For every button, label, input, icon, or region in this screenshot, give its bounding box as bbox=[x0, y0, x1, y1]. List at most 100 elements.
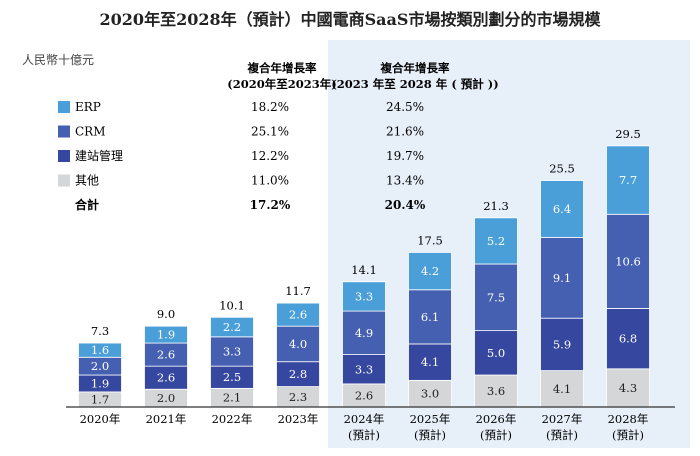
bar-segment bbox=[606, 308, 650, 370]
data-label: 2.6 bbox=[289, 308, 307, 322]
x-tick-label: 2023年 bbox=[278, 412, 319, 426]
total-label: 29.5 bbox=[615, 127, 641, 141]
data-label: 2.6 bbox=[157, 371, 175, 385]
bar-segment bbox=[540, 236, 584, 319]
data-label: 2.6 bbox=[157, 348, 175, 362]
bar-segment bbox=[606, 145, 650, 215]
x-tick-sublabel: (預計) bbox=[480, 428, 512, 442]
data-label: 1.9 bbox=[157, 328, 175, 342]
cagr-header-period: (2023 年至 2028 年 ( 預計 )) bbox=[331, 77, 498, 91]
cagr-value-2020-2023: 11.0% bbox=[251, 174, 289, 188]
x-tick-label: 2024年 bbox=[344, 412, 385, 426]
data-label: 6.8 bbox=[619, 332, 637, 346]
data-label: 3.3 bbox=[355, 362, 373, 376]
legend-swatch bbox=[58, 101, 70, 113]
cagr-value-2023-2028: 24.5% bbox=[386, 100, 424, 114]
data-label: 2.3 bbox=[289, 390, 307, 404]
bar-segment bbox=[276, 361, 320, 387]
bar-segment bbox=[540, 180, 584, 238]
bar-segment bbox=[474, 263, 518, 332]
legend-swatch bbox=[58, 174, 70, 187]
data-label: 4.2 bbox=[421, 264, 439, 278]
data-label: 3.0 bbox=[421, 387, 439, 401]
legend-label: 其他 bbox=[75, 174, 99, 188]
data-label: 9.1 bbox=[553, 271, 571, 285]
legend-label: 合計 bbox=[75, 197, 99, 212]
data-label: 7.7 bbox=[619, 173, 637, 187]
data-label: 6.1 bbox=[421, 310, 439, 324]
data-label: 2.0 bbox=[157, 391, 175, 405]
cagr-value-2023-2028: 19.7% bbox=[386, 149, 424, 163]
cagr-value-2020-2023: 25.1% bbox=[251, 125, 289, 139]
data-label: 5.0 bbox=[487, 346, 505, 360]
data-label: 2.6 bbox=[355, 388, 373, 402]
x-tick-sublabel: (預計) bbox=[612, 428, 644, 442]
x-tick-label: 2025年 bbox=[410, 412, 451, 426]
data-label: 3.3 bbox=[223, 344, 241, 358]
cagr-value-2020-2023: 17.2% bbox=[250, 198, 291, 212]
legend-label: CRM bbox=[75, 125, 106, 139]
data-label: 6.4 bbox=[553, 202, 571, 216]
x-tick-label: 2022年 bbox=[212, 412, 253, 426]
bar-segment bbox=[540, 317, 584, 371]
data-label: 3.3 bbox=[355, 289, 373, 303]
cagr-header-period: (2020年至2023年) bbox=[227, 77, 336, 91]
bar-segment bbox=[408, 252, 452, 291]
cagr-value-2023-2028: 20.4% bbox=[385, 198, 426, 212]
x-tick-label: 2020年 bbox=[80, 412, 121, 426]
data-label: 4.1 bbox=[553, 382, 571, 396]
data-label: 2.2 bbox=[223, 320, 241, 334]
total-label: 21.3 bbox=[483, 199, 509, 213]
legend-swatch bbox=[58, 150, 70, 162]
data-label: 4.0 bbox=[289, 337, 307, 351]
data-label: 2.1 bbox=[223, 391, 241, 405]
x-tick-sublabel: (預計) bbox=[546, 428, 578, 442]
cagr-value-2020-2023: 18.2% bbox=[251, 100, 289, 114]
legend-label: 建站管理 bbox=[75, 148, 123, 163]
bar-segment bbox=[210, 336, 254, 367]
bar-segment bbox=[276, 325, 320, 363]
total-label: 7.3 bbox=[91, 324, 109, 338]
x-tick-label: 2028年 bbox=[608, 412, 649, 426]
x-tick-sublabel: (預計) bbox=[414, 428, 446, 442]
chart-title: 2020年至2028年（預計）中國電商SaaS市場按類別劃分的市場規模 bbox=[99, 10, 601, 29]
y-axis-label: 人民幣十億元 bbox=[22, 53, 94, 67]
bar-segment bbox=[342, 310, 386, 356]
bar-segment bbox=[210, 316, 254, 338]
bar-segment bbox=[276, 302, 320, 327]
total-label: 17.5 bbox=[417, 233, 443, 247]
data-label: 1.7 bbox=[91, 392, 109, 406]
cagr-value-2020-2023: 12.2% bbox=[251, 149, 289, 163]
data-label: 2.5 bbox=[223, 370, 241, 384]
total-label: 10.1 bbox=[219, 298, 245, 312]
x-tick-label: 2026年 bbox=[476, 412, 517, 426]
bar-segment bbox=[144, 325, 188, 344]
total-label: 25.5 bbox=[549, 162, 575, 176]
data-label: 1.6 bbox=[91, 343, 109, 357]
x-tick-sublabel: (預計) bbox=[348, 428, 380, 442]
bar-segment bbox=[78, 342, 122, 358]
bar-segment bbox=[606, 368, 650, 408]
legend-label: ERP bbox=[75, 100, 101, 114]
bar-segment bbox=[606, 213, 650, 309]
total-label: 9.0 bbox=[157, 307, 175, 321]
data-label: 1.9 bbox=[91, 376, 109, 390]
total-label: 11.7 bbox=[285, 284, 311, 298]
x-tick-label: 2027年 bbox=[542, 412, 583, 426]
data-label: 4.9 bbox=[355, 326, 373, 340]
bar-segment bbox=[408, 289, 452, 345]
data-label: 7.5 bbox=[487, 290, 505, 304]
data-label: 4.3 bbox=[619, 381, 637, 395]
cagr-value-2023-2028: 21.6% bbox=[386, 125, 424, 139]
bar-segment bbox=[540, 370, 584, 408]
data-label: 5.9 bbox=[553, 337, 571, 351]
data-label: 4.1 bbox=[421, 355, 439, 369]
total-label: 14.1 bbox=[351, 263, 377, 277]
data-label: 2.0 bbox=[91, 359, 109, 373]
data-label: 2.8 bbox=[289, 367, 307, 381]
data-label: 3.6 bbox=[487, 384, 505, 398]
cagr-value-2023-2028: 13.4% bbox=[386, 174, 424, 188]
bar-segment bbox=[342, 354, 386, 385]
cagr-header: 複合年增長率 bbox=[247, 61, 317, 75]
